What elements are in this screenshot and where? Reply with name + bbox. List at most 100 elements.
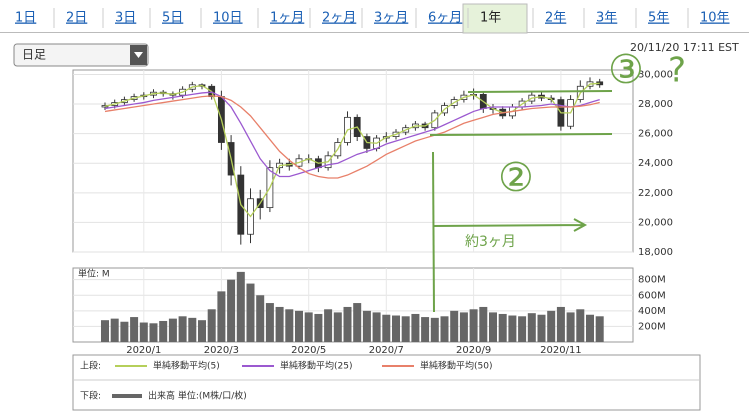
y-tick-label: 28,000 xyxy=(638,99,673,110)
moving-average-line xyxy=(104,95,600,179)
timestamp: 20/11/20 17:11 EST xyxy=(630,41,739,54)
volume-bar xyxy=(353,303,362,342)
volume-bar xyxy=(566,312,575,342)
y-tick-label: 22,000 xyxy=(638,188,673,199)
dropdown[interactable]: 日足 xyxy=(13,43,149,67)
tab[interactable]: 3年 xyxy=(596,11,617,26)
tab[interactable]: 1年 xyxy=(480,11,501,26)
volume-bar xyxy=(198,320,206,342)
moving-average-line xyxy=(104,82,600,218)
tab[interactable]: 2ヶ月 xyxy=(322,11,356,26)
volume-bar xyxy=(275,306,284,342)
legend: 上段: 下段: 単純移動平均(5) 単純移動平均(25) 単純移動平均(50) 出来高… xyxy=(72,354,701,411)
tab[interactable]: 1ヶ月 xyxy=(270,11,304,26)
volume-bar xyxy=(207,309,216,342)
annotations xyxy=(429,90,613,313)
volume-bar xyxy=(246,283,255,342)
y-tick-label: 30,000 xyxy=(638,69,673,80)
volume-bar xyxy=(159,320,168,342)
volume-bar xyxy=(411,313,420,342)
annotation-text: ? xyxy=(668,51,686,91)
y-tick-label: 26,000 xyxy=(638,129,673,140)
volume-bar xyxy=(256,295,265,342)
legend-prefix: 上段: xyxy=(80,360,101,372)
legend-prefix: 下段: xyxy=(80,390,101,402)
volume-bar xyxy=(236,271,245,342)
volume-bar xyxy=(498,313,507,342)
tab[interactable]: 2日 xyxy=(66,11,87,26)
volume-bar xyxy=(168,318,177,342)
volume-bar xyxy=(188,317,197,342)
annotation-line xyxy=(432,151,435,313)
moving-average-line xyxy=(104,91,600,178)
volume-bar xyxy=(527,313,536,342)
tab[interactable]: 10年 xyxy=(700,11,730,26)
volume-bar xyxy=(362,310,371,342)
x-tick-label: 2020/5 xyxy=(291,345,326,356)
x-tick-label: 2020/1 xyxy=(126,345,161,356)
dropdown-box[interactable] xyxy=(13,43,149,67)
volume-unit: 単位: M xyxy=(78,268,110,280)
volume-bar xyxy=(430,317,439,342)
volume-bar xyxy=(101,320,109,342)
volume-bar xyxy=(469,309,478,342)
y-tick-label: 400M xyxy=(638,306,666,317)
volume-bar xyxy=(178,316,187,342)
volume-bar xyxy=(227,279,236,342)
tab[interactable]: 1日 xyxy=(15,11,36,26)
selected-tab-bg xyxy=(462,3,528,34)
x-tick-label: 2020/3 xyxy=(204,345,239,356)
volume-bar xyxy=(217,291,226,342)
y-tick-label: 24,000 xyxy=(638,158,673,169)
x-tick-label: 2020/11 xyxy=(540,345,582,356)
volume-bar xyxy=(547,310,556,342)
volume-bar xyxy=(595,316,604,342)
volume-bar xyxy=(440,316,449,342)
volume-bar xyxy=(489,312,497,342)
volume-bar xyxy=(459,312,468,342)
y-tick-label: 18,000 xyxy=(638,247,673,258)
volume-bar xyxy=(421,317,430,342)
y-tick-label: 20,000 xyxy=(638,217,673,228)
y-tick-label: 600M xyxy=(638,290,666,301)
legend-label: 単純移動平均(5) xyxy=(153,360,220,372)
volume-bar xyxy=(149,323,158,342)
legend-label: 単純移動平均(25) xyxy=(280,360,352,372)
volume-bar xyxy=(556,306,565,342)
dropdown-label[interactable]: 日足 xyxy=(22,48,46,62)
annotation-line xyxy=(467,90,613,93)
tab[interactable]: 6ヶ月 xyxy=(428,11,462,26)
tab[interactable]: 5年 xyxy=(648,11,669,26)
x-tick-label: 2020/9 xyxy=(456,345,491,356)
tab[interactable]: 10日 xyxy=(213,11,243,26)
tab[interactable]: 2年 xyxy=(545,11,566,26)
volume-bar xyxy=(586,314,594,342)
volume-bar xyxy=(314,313,323,342)
tab[interactable]: 3日 xyxy=(115,11,136,26)
annotation-text: 約3ヶ月 xyxy=(465,234,516,250)
volume-bar xyxy=(401,316,410,342)
volume-bar xyxy=(508,315,517,342)
volume-bar xyxy=(372,312,381,342)
volume-bar xyxy=(382,314,391,342)
legend-label: 単純移動平均(50) xyxy=(420,360,492,372)
dropdown-arrow xyxy=(134,52,143,58)
tab[interactable]: 5日 xyxy=(162,11,183,26)
tab[interactable]: 3ヶ月 xyxy=(374,11,408,26)
annotation-line xyxy=(429,133,613,136)
x-tick-label: 2020/7 xyxy=(369,345,404,356)
annotation-text: ② xyxy=(498,155,534,201)
volume-bar xyxy=(479,306,488,342)
y-tick-label: 200M xyxy=(638,321,666,332)
volume-bar xyxy=(285,309,294,342)
annotation-arrow xyxy=(432,218,588,232)
volume-bar xyxy=(265,303,274,342)
volume-bar xyxy=(130,317,139,342)
volume-bar xyxy=(139,322,148,342)
volume-bar xyxy=(295,310,303,342)
volume-bar xyxy=(576,309,585,342)
volume-bar xyxy=(110,318,119,342)
